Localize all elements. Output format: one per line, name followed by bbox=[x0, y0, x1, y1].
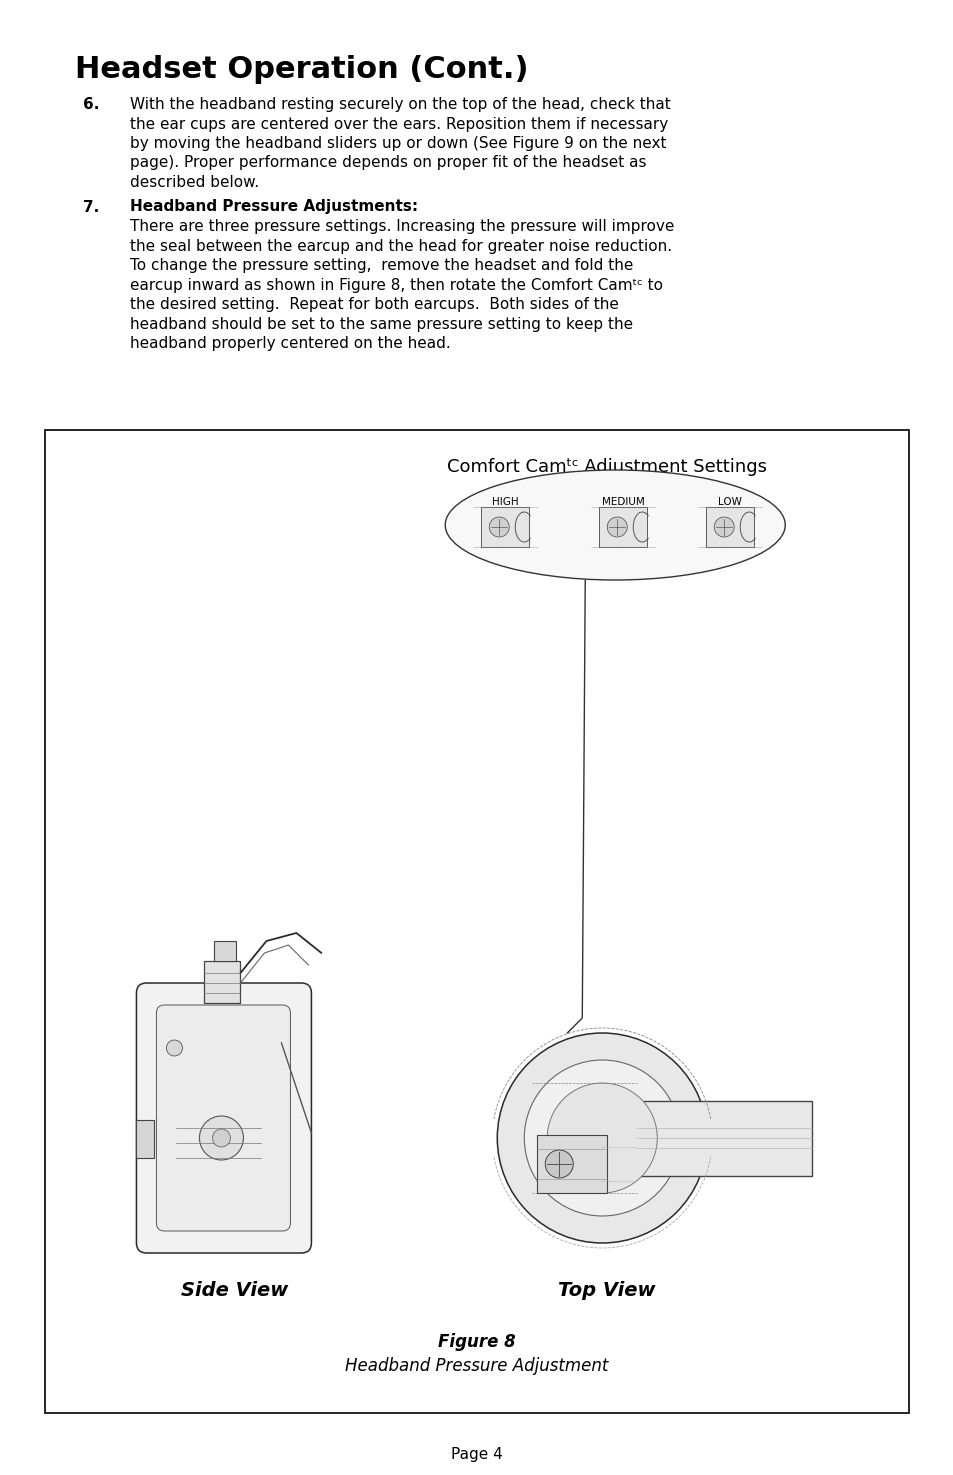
FancyBboxPatch shape bbox=[705, 507, 754, 547]
Text: headband properly centered on the head.: headband properly centered on the head. bbox=[130, 336, 450, 351]
Text: LOW: LOW bbox=[718, 497, 741, 507]
Circle shape bbox=[607, 518, 626, 537]
Text: Page 4: Page 4 bbox=[451, 1447, 502, 1462]
Text: 6.: 6. bbox=[83, 97, 99, 112]
Text: There are three pressure settings. Increasing the pressure will improve: There are three pressure settings. Incre… bbox=[130, 218, 674, 235]
Ellipse shape bbox=[445, 471, 784, 580]
FancyBboxPatch shape bbox=[136, 1120, 154, 1158]
FancyBboxPatch shape bbox=[156, 1004, 290, 1232]
Circle shape bbox=[547, 1083, 657, 1193]
Circle shape bbox=[524, 1061, 679, 1215]
FancyBboxPatch shape bbox=[45, 431, 908, 1413]
FancyBboxPatch shape bbox=[214, 941, 236, 962]
Text: described below.: described below. bbox=[130, 176, 259, 190]
FancyBboxPatch shape bbox=[637, 1100, 811, 1176]
Text: Headband Pressure Adjustment: Headband Pressure Adjustment bbox=[345, 1357, 608, 1375]
Circle shape bbox=[497, 1032, 706, 1243]
FancyBboxPatch shape bbox=[480, 507, 529, 547]
Text: Headset Operation (Cont.): Headset Operation (Cont.) bbox=[75, 55, 528, 84]
Circle shape bbox=[489, 518, 509, 537]
Text: the ear cups are centered over the ears. Reposition them if necessary: the ear cups are centered over the ears.… bbox=[130, 117, 667, 131]
Text: by moving the headband sliders up or down (See Figure 9 on the next: by moving the headband sliders up or dow… bbox=[130, 136, 666, 150]
Text: earcup inward as shown in Figure 8, then rotate the Comfort Camᵗᶜ to: earcup inward as shown in Figure 8, then… bbox=[130, 277, 662, 292]
Circle shape bbox=[714, 518, 734, 537]
Text: To change the pressure setting,  remove the headset and fold the: To change the pressure setting, remove t… bbox=[130, 258, 633, 273]
FancyBboxPatch shape bbox=[204, 962, 240, 1003]
Text: the seal between the earcup and the head for greater noise reduction.: the seal between the earcup and the head… bbox=[130, 239, 672, 254]
Circle shape bbox=[166, 1040, 182, 1056]
Circle shape bbox=[545, 1150, 573, 1179]
Text: HIGH: HIGH bbox=[492, 497, 518, 507]
Text: Headband Pressure Adjustments:: Headband Pressure Adjustments: bbox=[130, 199, 417, 214]
Circle shape bbox=[199, 1117, 243, 1159]
Text: page). Proper performance depends on proper fit of the headset as: page). Proper performance depends on pro… bbox=[130, 155, 646, 171]
Text: MEDIUM: MEDIUM bbox=[601, 497, 644, 507]
FancyBboxPatch shape bbox=[537, 1134, 607, 1193]
Text: With the headband resting securely on the top of the head, check that: With the headband resting securely on th… bbox=[130, 97, 670, 112]
Text: Figure 8: Figure 8 bbox=[437, 1333, 516, 1351]
Text: 7.: 7. bbox=[83, 199, 99, 214]
Text: Comfort Camᵗᶜ Adjustment Settings: Comfort Camᵗᶜ Adjustment Settings bbox=[446, 459, 766, 476]
Text: Top View: Top View bbox=[558, 1280, 655, 1299]
Text: headband should be set to the same pressure setting to keep the: headband should be set to the same press… bbox=[130, 317, 633, 332]
Circle shape bbox=[213, 1128, 231, 1148]
Text: Side View: Side View bbox=[181, 1280, 289, 1299]
FancyBboxPatch shape bbox=[136, 982, 311, 1252]
FancyBboxPatch shape bbox=[598, 507, 646, 547]
Text: the desired setting.  Repeat for both earcups.  Both sides of the: the desired setting. Repeat for both ear… bbox=[130, 296, 618, 313]
